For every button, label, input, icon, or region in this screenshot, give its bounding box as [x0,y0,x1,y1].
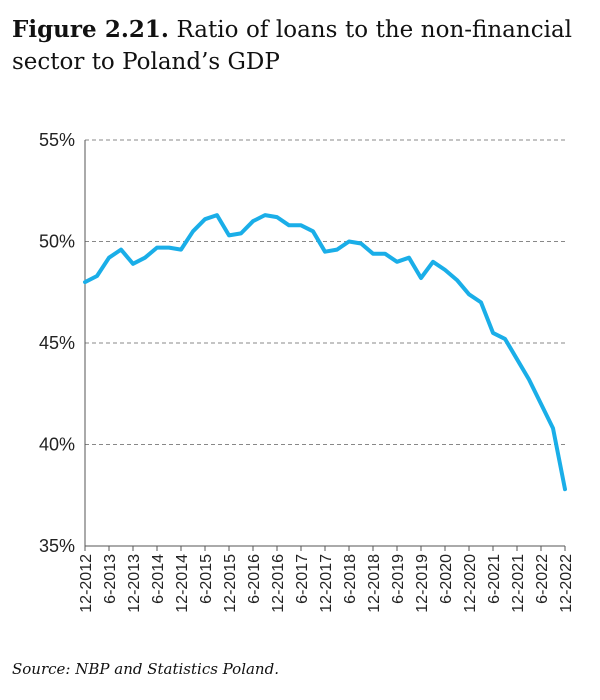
data-point [551,426,555,430]
data-point [491,331,495,335]
data-point [143,256,147,260]
data-point [515,357,519,361]
data-point [131,262,135,266]
data-point [179,248,183,252]
x-tick-label: 6-2013 [102,554,119,604]
data-point [215,213,219,217]
y-tick-labels: 35% 40% 45% 50% 55% [39,130,75,556]
data-point [383,252,387,256]
x-tick-label: 12-2020 [462,554,479,613]
x-tick-label: 12-2021 [510,554,527,613]
data-point [443,268,447,272]
data-point [191,229,195,233]
data-point [299,223,303,227]
x-tick-label: 12-2017 [318,554,335,613]
data-point [311,229,315,233]
gridlines [85,139,565,445]
x-tick-label: 6-2021 [486,554,503,604]
data-point [395,260,399,264]
data-point [563,487,567,491]
x-tick-labels: 12-2012 6-2013 12-2013 6-2014 12-2014 6-2015 1… [78,554,575,613]
figure-caption: Figure 2.21. Ratio of loans to the non-f… [12,14,572,78]
y-tick-label: 50% [39,232,75,252]
data-point [323,250,327,254]
x-tick-label: 6-2014 [150,554,167,604]
x-tick-label: 6-2020 [438,554,455,604]
data-point [467,292,471,296]
y-tick-label: 35% [39,536,75,556]
axes [84,140,566,551]
data-point [275,215,279,219]
x-tick-label: 6-2017 [294,554,311,604]
data-point [431,260,435,264]
data-point [407,256,411,260]
data-point [203,217,207,221]
y-tick-label: 40% [39,435,75,455]
figure-label: Figure 2.21. [12,16,169,43]
x-tick-label: 12-2013 [126,554,143,613]
x-tick-label: 12-2012 [78,554,95,613]
data-point [479,300,483,304]
source-note: Source: NBP and Statistics Poland. [12,660,279,678]
data-point [347,240,351,243]
x-tick-label: 12-2022 [558,554,575,613]
data-point [83,280,87,284]
x-tick-label: 6-2022 [534,554,551,604]
data-point [287,223,291,227]
data-point [119,248,123,252]
x-tick-label: 12-2015 [222,554,239,613]
data-point [455,278,459,282]
data-point [251,219,255,223]
data-point [503,337,507,341]
data-point [239,231,243,235]
data-point [155,246,159,250]
series-line [83,213,567,492]
x-tick-label: 6-2018 [342,554,359,604]
data-point [335,248,339,252]
x-tick-label: 6-2016 [246,554,263,604]
data-point [371,252,375,256]
series [83,213,567,492]
data-point [107,256,111,260]
data-point [527,378,531,382]
data-point [227,233,231,237]
data-point [167,246,171,250]
figure-title: Ratio of loans to the non-financial sect… [12,17,573,75]
data-point [263,213,267,217]
y-tick-label: 45% [39,333,75,353]
x-tick-label: 6-2015 [198,554,215,604]
x-tick-label: 12-2019 [414,554,431,613]
x-tick-label: 6-2019 [390,554,407,604]
x-tick-label: 12-2016 [270,554,287,613]
data-point [359,242,363,246]
data-point [419,276,423,280]
x-tick-label: 12-2018 [366,554,383,613]
y-tick-label: 55% [39,130,75,150]
data-point [539,402,543,406]
x-tick-label: 12-2014 [174,554,191,613]
data-point [95,274,99,278]
